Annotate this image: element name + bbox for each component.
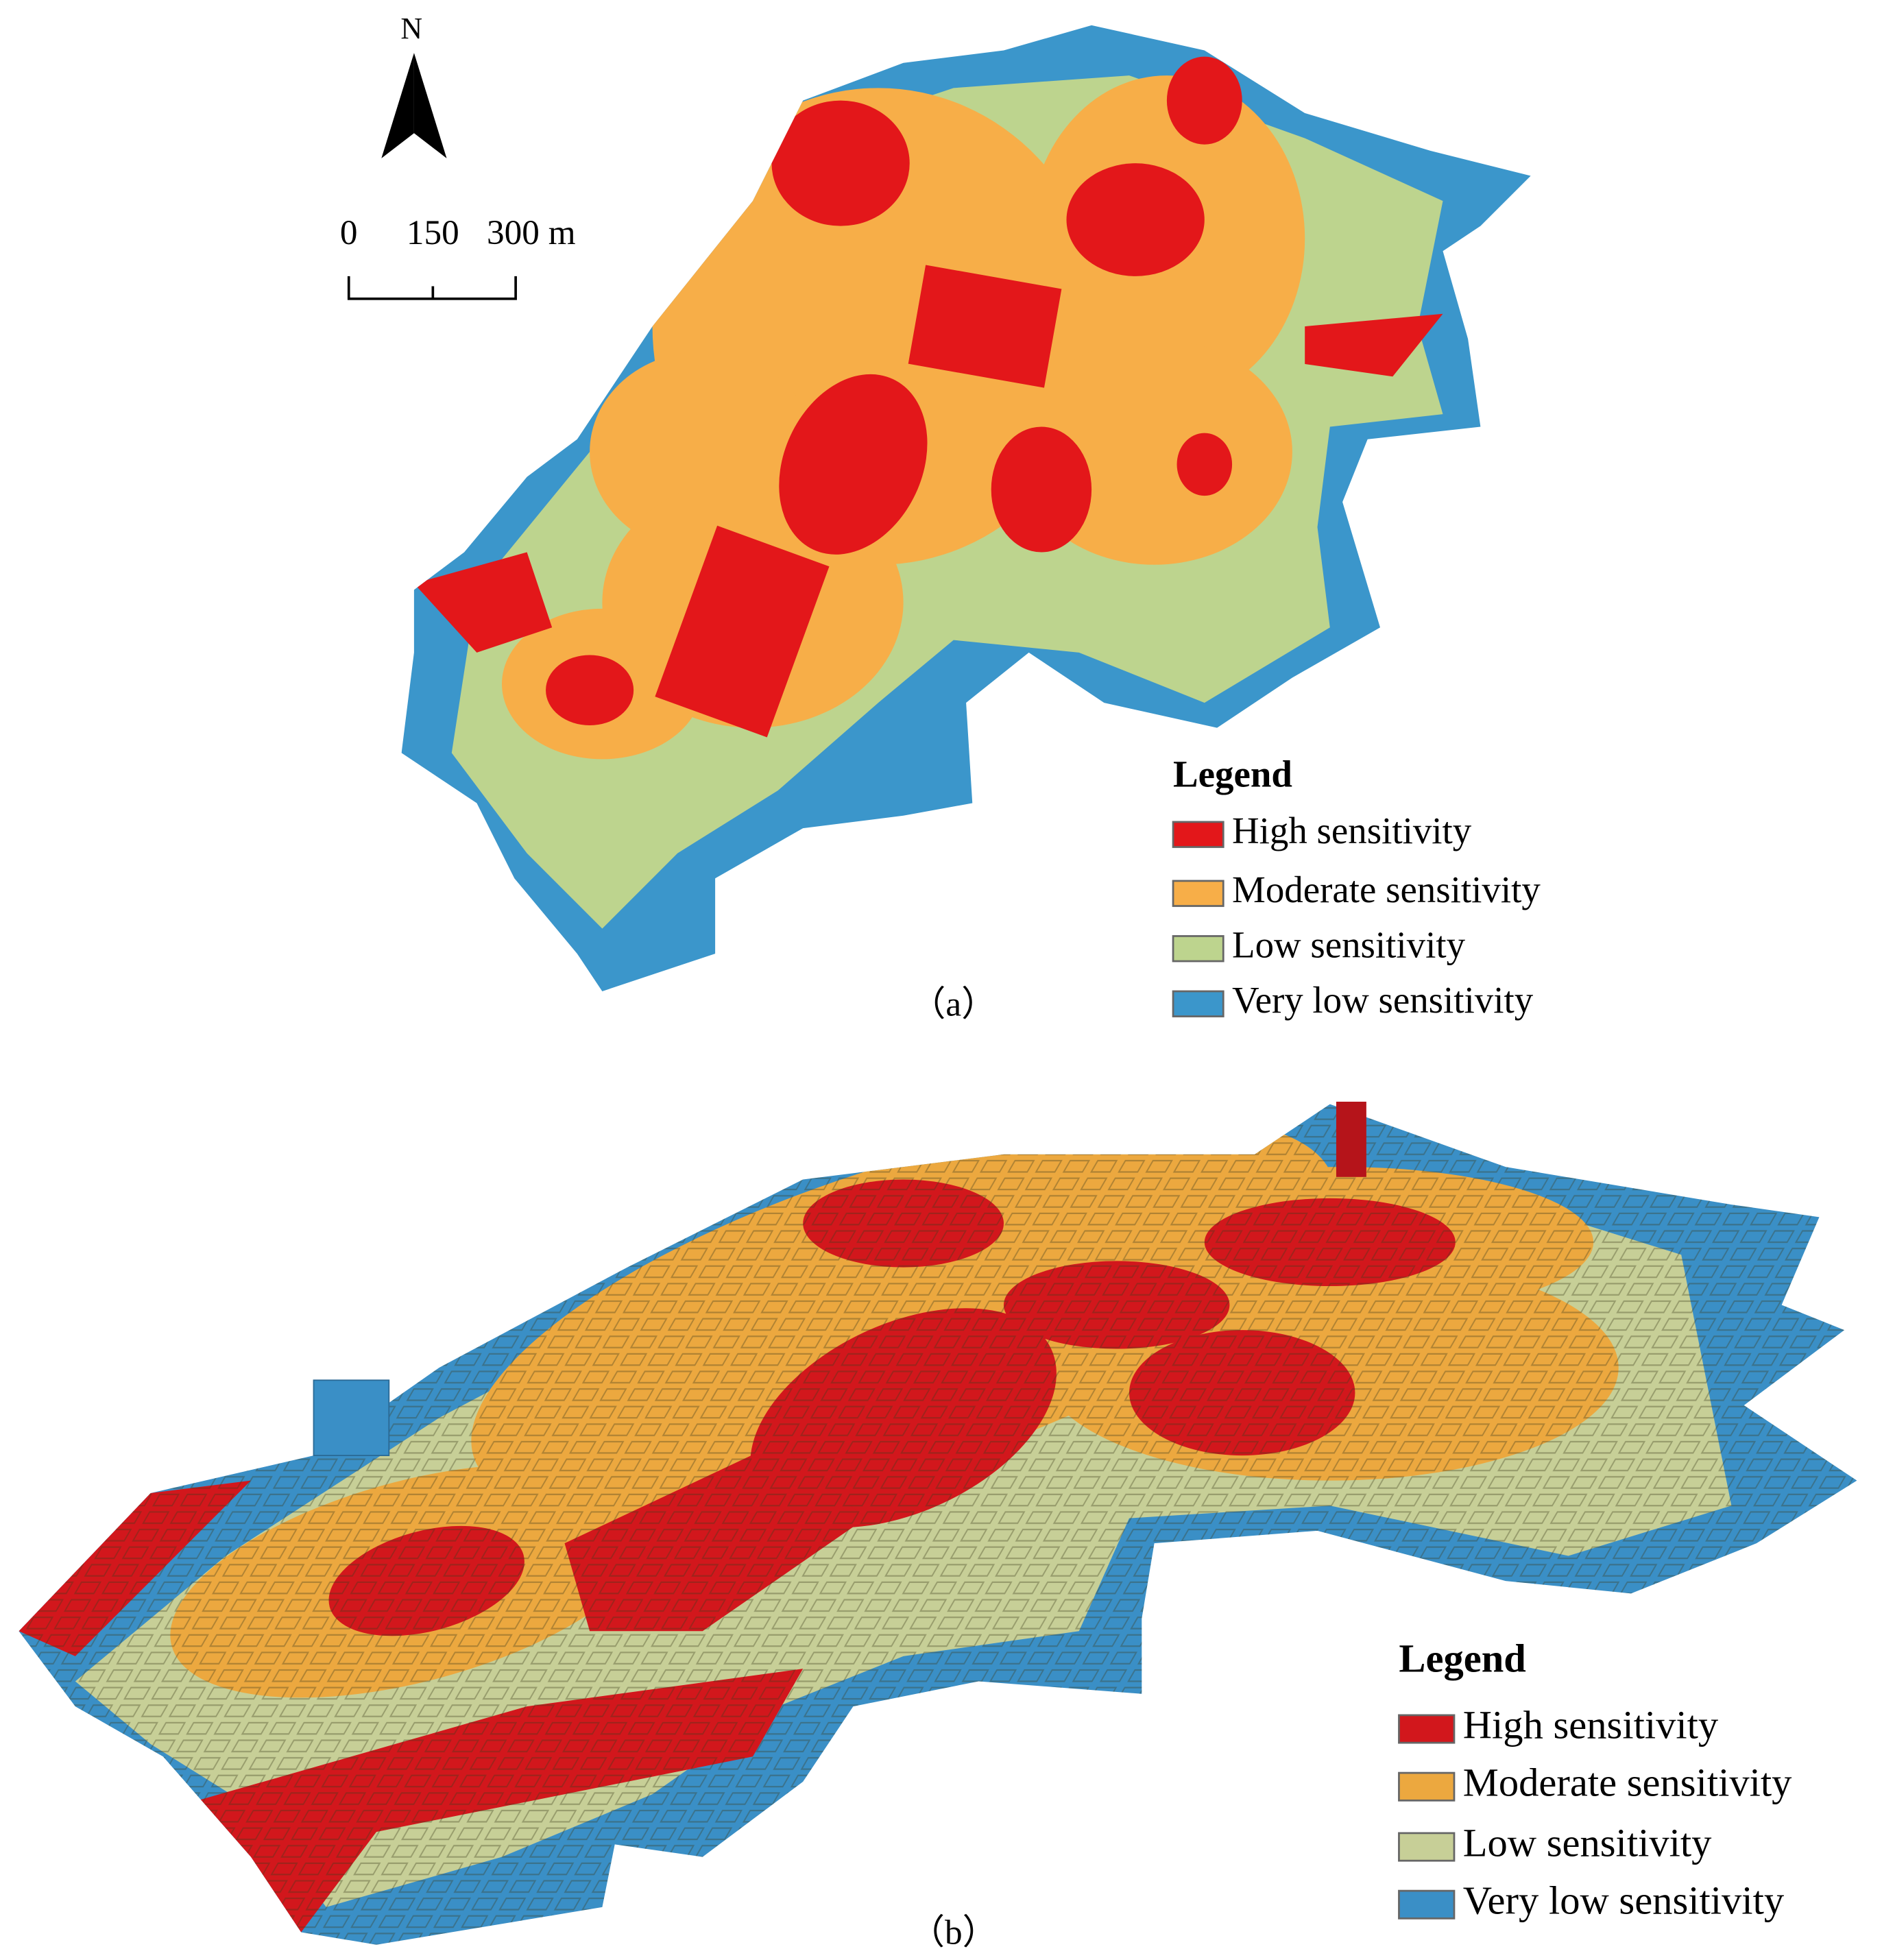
map-a	[401, 25, 1531, 991]
legend-swatch	[1172, 880, 1224, 907]
scale-label: 150	[407, 213, 459, 252]
zone	[1305, 313, 1443, 377]
tower	[313, 1379, 390, 1456]
map-b	[19, 1104, 1857, 1945]
legend-label: Very low sensitivity	[1232, 979, 1534, 1021]
legend-title: Legend	[1399, 1636, 1525, 1680]
legend-label: High sensitivity	[1232, 810, 1472, 851]
scale-label: 0	[340, 213, 358, 252]
north-arrow	[381, 53, 414, 158]
zone	[908, 265, 1062, 388]
legend-label: Moderate sensitivity	[1463, 1761, 1792, 1805]
zone	[991, 426, 1092, 553]
legend-swatch	[1398, 1889, 1456, 1920]
legends: （a） Legend High sensitivity Moderate sensit…	[910, 753, 1792, 1952]
zone	[771, 100, 910, 226]
legend-label: Moderate sensitivity	[1232, 869, 1541, 910]
legend-label: Very low sensitivity	[1463, 1878, 1785, 1923]
scale-label: 300 m	[487, 213, 576, 252]
zone	[1177, 433, 1233, 496]
scale-bar	[347, 276, 517, 300]
zone	[546, 655, 634, 726]
caption: （b）	[910, 1913, 998, 1952]
zone	[1166, 56, 1242, 145]
legend-swatch	[1172, 990, 1224, 1017]
legend-swatch	[1398, 1771, 1456, 1802]
north-label: N	[400, 12, 422, 45]
tower	[1336, 1102, 1366, 1177]
north-arrow	[413, 53, 447, 158]
legend-swatch	[1172, 821, 1224, 848]
legend-label: High sensitivity	[1463, 1702, 1719, 1747]
legend-swatch	[1398, 1832, 1456, 1862]
legend-swatch	[1172, 935, 1224, 963]
zone	[1066, 163, 1205, 276]
legend-title: Legend	[1173, 753, 1292, 795]
legend-swatch	[1398, 1714, 1456, 1744]
zone	[655, 525, 830, 738]
caption: （a）	[910, 985, 996, 1024]
legend-label: Low sensitivity	[1463, 1820, 1712, 1865]
zone	[413, 552, 553, 653]
legend-label: Low sensitivity	[1232, 923, 1466, 965]
zone	[779, 374, 928, 555]
